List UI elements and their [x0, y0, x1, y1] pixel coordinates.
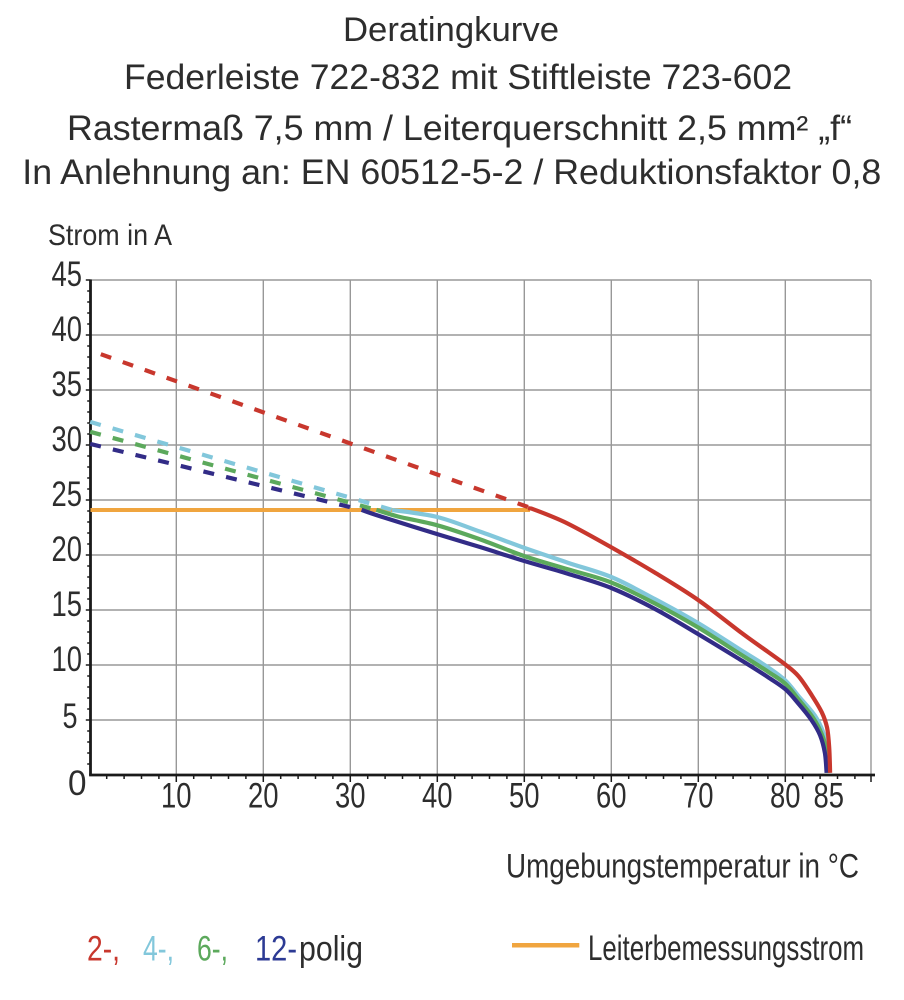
svg-text:30: 30	[335, 777, 366, 816]
svg-text:35: 35	[52, 365, 83, 404]
svg-text:85: 85	[814, 777, 845, 816]
svg-text:10: 10	[52, 640, 83, 679]
svg-text:25: 25	[52, 475, 83, 514]
svg-text:60: 60	[596, 777, 627, 816]
svg-text:Federleiste 722-832 mit Stiftl: Federleiste 722-832 mit Stiftleiste 723-…	[124, 58, 792, 97]
svg-text:Deratingkurve: Deratingkurve	[343, 11, 559, 49]
svg-text:12-: 12-	[255, 929, 297, 968]
svg-text:2-,: 2-,	[87, 929, 120, 968]
svg-text:10: 10	[161, 777, 192, 816]
svg-text:0: 0	[68, 764, 87, 803]
svg-text:80: 80	[770, 777, 801, 816]
svg-text:Umgebungstemperatur in °C: Umgebungstemperatur in °C	[506, 847, 859, 885]
svg-text:Strom in A: Strom in A	[48, 219, 172, 252]
svg-text:40: 40	[52, 310, 83, 349]
svg-text:20: 20	[248, 777, 279, 816]
svg-text:polig: polig	[299, 929, 363, 968]
svg-text:Leiterbemessungsstrom: Leiterbemessungsstrom	[588, 929, 864, 968]
svg-text:45: 45	[52, 255, 83, 294]
svg-text:Rastermaß 7,5 mm / Leiterquers: Rastermaß 7,5 mm / Leiterquerschnitt 2,5…	[67, 109, 852, 148]
svg-text:4-,: 4-,	[143, 929, 174, 968]
svg-text:15: 15	[52, 585, 83, 624]
svg-text:30: 30	[52, 420, 83, 459]
svg-text:20: 20	[52, 530, 83, 569]
svg-text:6-,: 6-,	[197, 929, 228, 968]
svg-text:In Anlehnung an: EN 60512-5-2: In Anlehnung an: EN 60512-5-2 / Reduktio…	[22, 153, 881, 192]
svg-text:70: 70	[683, 777, 714, 816]
svg-text:5: 5	[63, 697, 78, 736]
svg-text:50: 50	[509, 777, 540, 816]
svg-text:40: 40	[422, 777, 453, 816]
